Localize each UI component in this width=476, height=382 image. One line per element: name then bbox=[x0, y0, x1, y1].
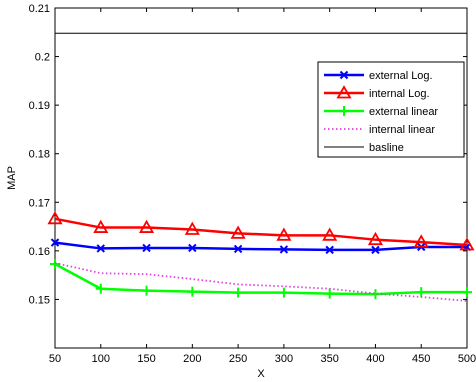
x-tick-label: 400 bbox=[366, 353, 384, 365]
x-tick-label: 150 bbox=[137, 353, 155, 365]
legend-item: internal Log. bbox=[324, 85, 430, 100]
legend-item: external Log. bbox=[324, 70, 433, 82]
series-2 bbox=[50, 258, 472, 300]
legend-label: external linear bbox=[369, 106, 438, 118]
series-3 bbox=[54, 262, 468, 302]
x-tick-label: 350 bbox=[320, 353, 338, 365]
legend-label: internal Log. bbox=[369, 88, 430, 100]
x-axis-title: X bbox=[257, 368, 265, 380]
ticks-layer: 50 100 150 200 250 300 350 400 450 500 0.15 0.16 0.1… bbox=[29, 3, 476, 365]
y-tick-label: 0.16 bbox=[29, 246, 50, 258]
series-line bbox=[54, 241, 467, 252]
legend-item: basline bbox=[324, 142, 404, 154]
marker-triangle bbox=[276, 227, 292, 241]
y-tick-label: 0.17 bbox=[29, 197, 50, 209]
marker-triangle bbox=[336, 85, 352, 99]
x-tick-label: 50 bbox=[49, 353, 61, 365]
marker-triangle bbox=[367, 231, 383, 246]
legend-label: external Log. bbox=[369, 70, 433, 82]
y-tick-label: 0.15 bbox=[29, 294, 50, 306]
marker-triangle bbox=[47, 210, 63, 225]
x-tick-label: 250 bbox=[229, 353, 247, 365]
marker-x bbox=[325, 245, 334, 255]
x-tick-label: 200 bbox=[183, 353, 201, 365]
series-layer bbox=[47, 32, 475, 302]
marker-triangle bbox=[322, 227, 338, 241]
marker-triangle bbox=[413, 234, 429, 248]
plot-area bbox=[54, 7, 468, 349]
marker-triangle bbox=[93, 219, 109, 233]
marker-triangle bbox=[139, 219, 155, 233]
legend: external Log. internal Log. external linea… bbox=[317, 61, 465, 158]
marker-triangle bbox=[230, 225, 246, 239]
y-axis-title: MAP bbox=[6, 166, 18, 190]
marker-triangle bbox=[184, 221, 200, 235]
marker-x bbox=[142, 243, 151, 253]
marker-x bbox=[371, 245, 380, 255]
marker-x bbox=[96, 244, 105, 253]
x-tick-label: 500 bbox=[458, 353, 476, 365]
x-tick-label: 300 bbox=[275, 353, 293, 365]
marker-x bbox=[339, 70, 349, 80]
series-line bbox=[54, 262, 468, 302]
marker-x bbox=[279, 245, 289, 254]
y-tick-label: 0.18 bbox=[29, 149, 50, 161]
x-tick-label: 450 bbox=[412, 353, 430, 365]
y-tick-label: 0.19 bbox=[29, 100, 50, 112]
series-line bbox=[54, 262, 467, 296]
y-tick-label: 0.21 bbox=[29, 3, 50, 15]
series-line bbox=[54, 217, 468, 247]
series-1 bbox=[47, 210, 475, 251]
x-tick-label: 100 bbox=[92, 353, 110, 365]
y-tick-label: 0.2 bbox=[35, 52, 50, 64]
legend-label: basline bbox=[369, 142, 404, 154]
legend-item: internal linear bbox=[324, 124, 435, 136]
legend-item: external linear bbox=[324, 106, 438, 118]
marker-x bbox=[50, 238, 60, 247]
marker-x bbox=[188, 243, 197, 253]
marker-x bbox=[233, 244, 243, 254]
marker-triangle bbox=[459, 237, 475, 251]
legend-label: internal linear bbox=[369, 124, 435, 136]
